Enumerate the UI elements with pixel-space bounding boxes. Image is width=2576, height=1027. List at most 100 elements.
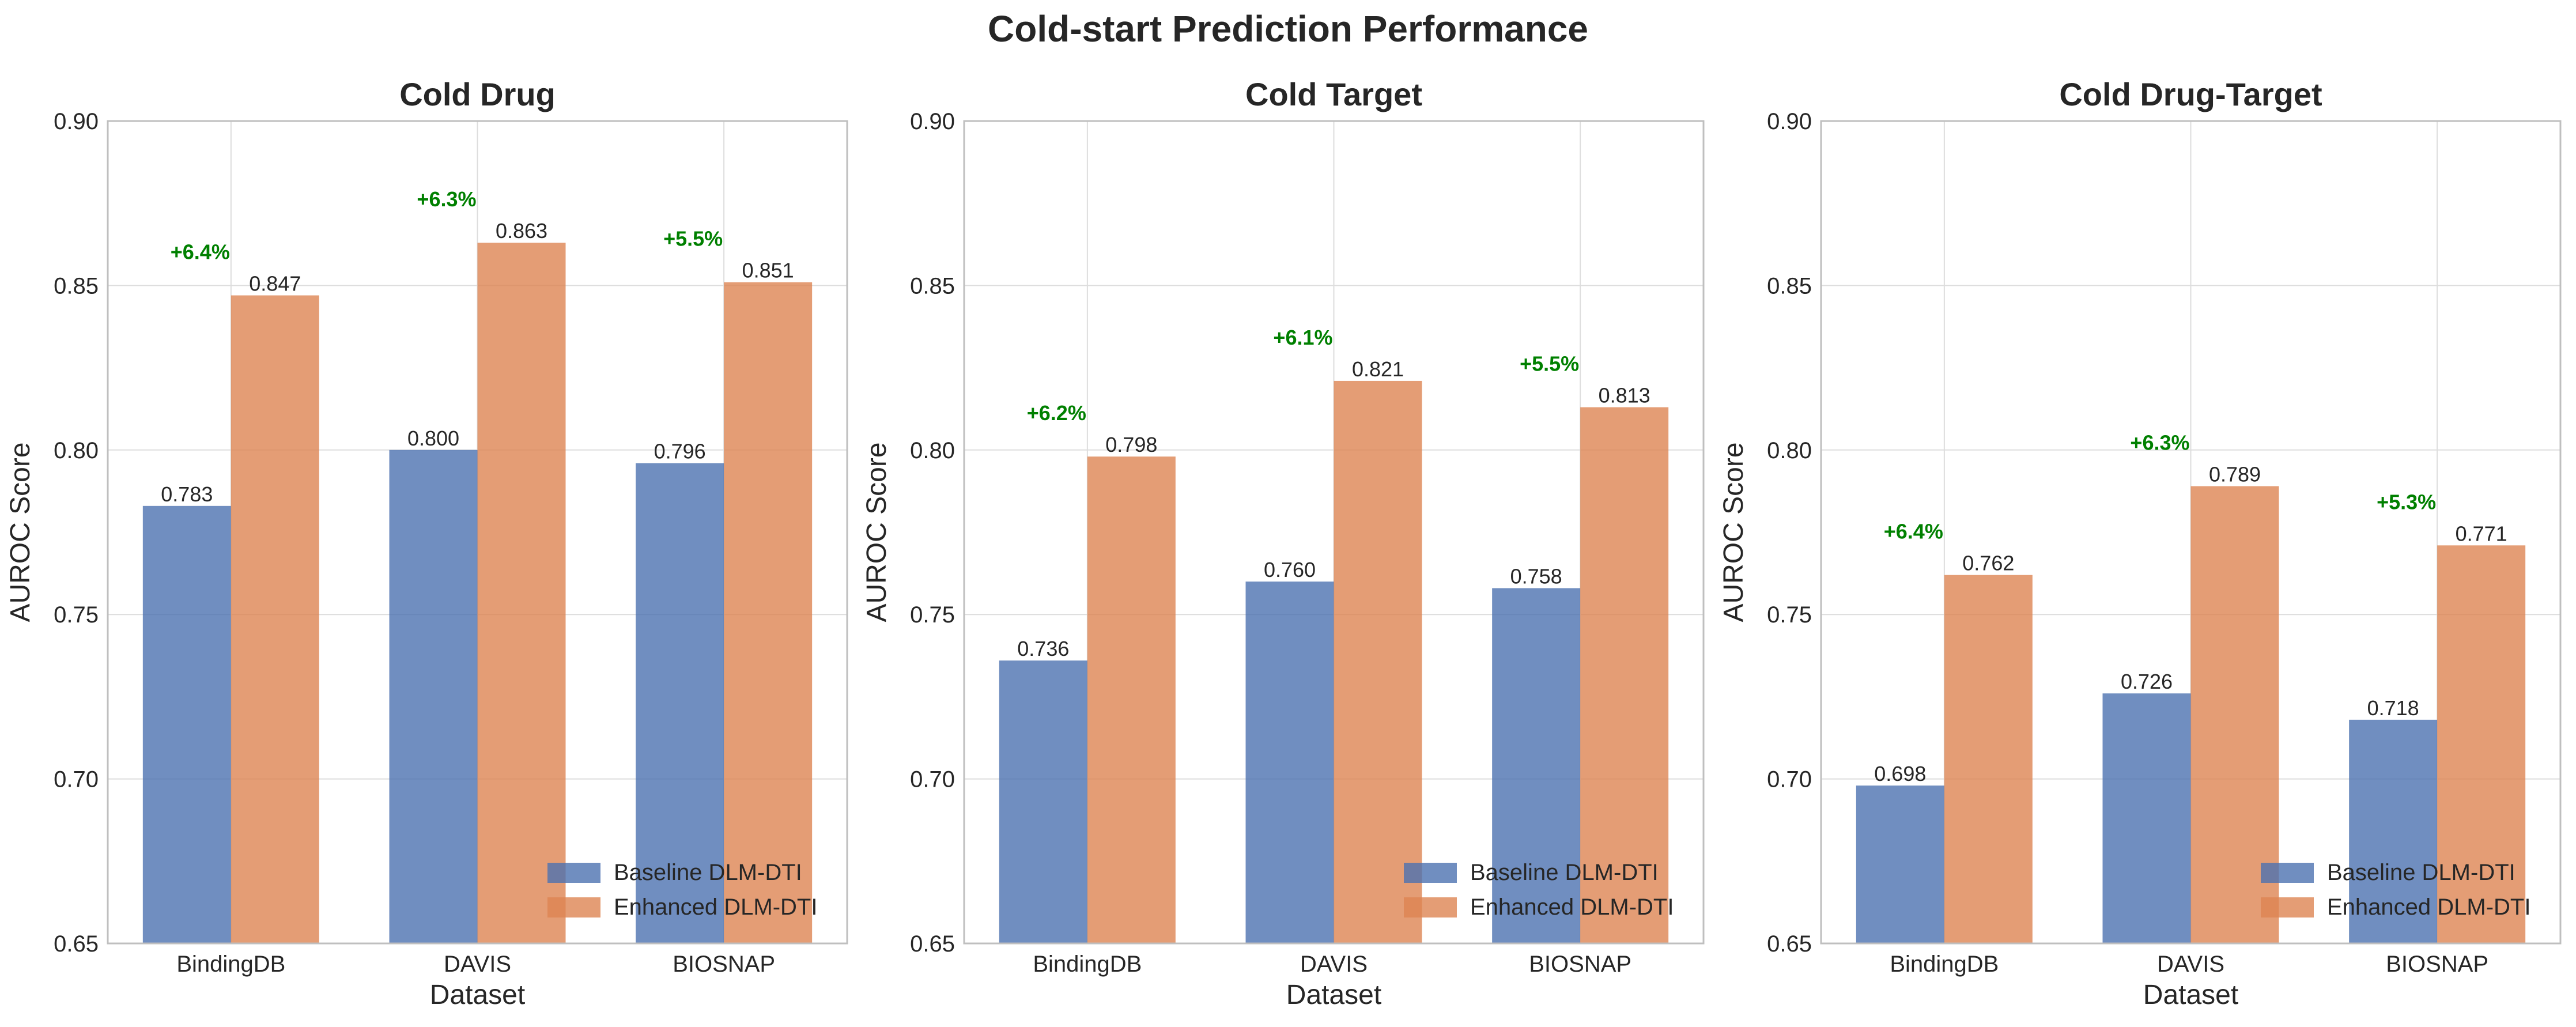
x-tick-label: DAVIS	[444, 952, 511, 977]
y-tick-label: 0.75	[910, 602, 955, 628]
legend-swatch	[547, 863, 600, 883]
legend-label: Enhanced DLM-DTI	[614, 894, 817, 920]
y-tick-label: 0.75	[54, 602, 99, 628]
value-label: 0.813	[1599, 384, 1650, 407]
value-label: 0.847	[249, 272, 301, 296]
panel-3: 0.65 0.70 0.75 0.80 0.85 0.90 0.698 0.762 +6.4% B…	[1718, 76, 2562, 1010]
x-axis-label: Dataset	[2143, 980, 2238, 1010]
x-tick-label: BindingDB	[176, 952, 285, 977]
improvement-label: +6.3%	[417, 187, 476, 211]
panel-2: 0.65 0.70 0.75 0.80 0.85 0.90 0.736 0.798 +6.2% B…	[862, 76, 1705, 1010]
y-tick-label: 0.85	[54, 273, 99, 299]
value-label: 0.718	[2367, 696, 2419, 720]
value-label: 0.762	[1962, 552, 2014, 575]
panel-title: Cold Drug-Target	[2059, 76, 2322, 112]
baseline-bar-davis	[2102, 693, 2191, 943]
improvement-label: +5.5%	[1520, 352, 1579, 376]
legend: Baseline DLM-DTI Enhanced DLM-DTI	[547, 860, 817, 920]
value-label: 0.800	[407, 426, 459, 450]
panel-title: Cold Target	[1245, 76, 1422, 112]
improvement-label: +6.3%	[2130, 431, 2189, 455]
legend: Baseline DLM-DTI Enhanced DLM-DTI	[2261, 860, 2530, 920]
value-label: 0.783	[161, 482, 213, 506]
value-label: 0.821	[1352, 357, 1404, 381]
enhanced-bar-biosnap	[1580, 407, 1669, 943]
x-tick-label: BIOSNAP	[1529, 952, 1631, 977]
y-tick-label: 0.65	[1767, 931, 1812, 957]
y-tick-label: 0.70	[54, 767, 99, 792]
panel-title: Cold Drug	[399, 76, 556, 112]
y-tick-label: 0.75	[1767, 602, 1812, 628]
legend-swatch	[1404, 897, 1457, 917]
enhanced-bar-biosnap	[724, 282, 813, 943]
y-tick-label: 0.90	[54, 109, 99, 134]
value-label: 0.771	[2456, 522, 2507, 545]
value-label: 0.698	[1874, 762, 1926, 786]
y-tick-label: 0.85	[910, 273, 955, 299]
y-tick-label: 0.90	[1767, 109, 1812, 134]
legend-label: Baseline DLM-DTI	[614, 860, 802, 885]
figure-title: Cold-start Prediction Performance	[988, 8, 1588, 50]
y-tick-label: 0.85	[1767, 273, 1812, 299]
baseline-bar-biosnap	[2349, 719, 2438, 943]
panel-1: 0.65 0.70 0.75 0.80 0.85 0.90 0.783 0.847 +6.4% B…	[5, 76, 848, 1010]
baseline-bar-biosnap	[636, 463, 724, 943]
enhanced-bar-davis	[1334, 380, 1422, 943]
x-axis-label: Dataset	[1286, 980, 1381, 1010]
improvement-label: +6.4%	[171, 240, 230, 264]
value-label: 0.760	[1264, 558, 1316, 582]
legend-swatch	[2261, 863, 2314, 883]
legend-swatch	[547, 897, 600, 917]
y-tick-label: 0.65	[910, 931, 955, 957]
legend-swatch	[1404, 863, 1457, 883]
y-axis-label: AUROC Score	[5, 442, 36, 622]
enhanced-bar-bindingdb	[1944, 575, 2033, 943]
y-axis-label: AUROC Score	[1718, 442, 1749, 622]
enhanced-bar-davis	[477, 243, 566, 943]
x-tick-label: DAVIS	[1300, 952, 1368, 977]
improvement-label: +6.2%	[1027, 401, 1086, 425]
legend-label: Enhanced DLM-DTI	[2327, 894, 2530, 920]
value-label: 0.789	[2209, 463, 2261, 486]
value-label: 0.798	[1105, 433, 1157, 456]
y-tick-label: 0.90	[910, 109, 955, 134]
plot-frame	[963, 120, 1705, 945]
baseline-bar-bindingdb	[1856, 786, 1944, 943]
enhanced-bar-bindingdb	[1087, 456, 1176, 943]
x-tick-label: BIOSNAP	[2386, 952, 2488, 977]
value-label: 0.796	[654, 440, 706, 463]
value-label: 0.758	[1510, 565, 1562, 588]
enhanced-bar-biosnap	[2437, 545, 2526, 943]
y-tick-label: 0.70	[1767, 767, 1812, 792]
plot-frame	[1820, 120, 2562, 945]
baseline-bar-bindingdb	[142, 505, 231, 943]
y-tick-label: 0.70	[910, 767, 955, 792]
improvement-label: +6.4%	[1884, 520, 1943, 543]
y-tick-label: 0.80	[910, 438, 955, 463]
improvement-label: +6.1%	[1273, 326, 1332, 349]
value-label: 0.863	[496, 219, 547, 243]
baseline-bar-davis	[1245, 582, 1334, 943]
baseline-bar-bindingdb	[999, 660, 1087, 943]
y-axis-label: AUROC Score	[862, 442, 892, 622]
legend-label: Baseline DLM-DTI	[2327, 860, 2515, 885]
x-tick-label: DAVIS	[2157, 952, 2224, 977]
x-tick-label: BIOSNAP	[673, 952, 775, 977]
y-tick-label: 0.80	[54, 438, 99, 463]
baseline-bar-davis	[389, 450, 478, 943]
y-tick-label: 0.65	[54, 931, 99, 957]
x-axis-label: Dataset	[430, 980, 525, 1010]
improvement-label: +5.3%	[2377, 490, 2436, 514]
value-label: 0.726	[2121, 670, 2173, 693]
y-tick-label: 0.80	[1767, 438, 1812, 463]
legend: Baseline DLM-DTI Enhanced DLM-DTI	[1404, 860, 1674, 920]
legend-label: Enhanced DLM-DTI	[1470, 894, 1674, 920]
improvement-label: +5.5%	[663, 227, 723, 251]
x-tick-label: BindingDB	[1033, 952, 1142, 977]
legend-label: Baseline DLM-DTI	[1470, 860, 1659, 885]
value-label: 0.851	[742, 259, 794, 282]
x-tick-label: BindingDB	[1890, 952, 1999, 977]
plot-frame	[107, 120, 848, 945]
baseline-bar-biosnap	[1492, 588, 1581, 943]
value-label: 0.736	[1017, 637, 1069, 660]
